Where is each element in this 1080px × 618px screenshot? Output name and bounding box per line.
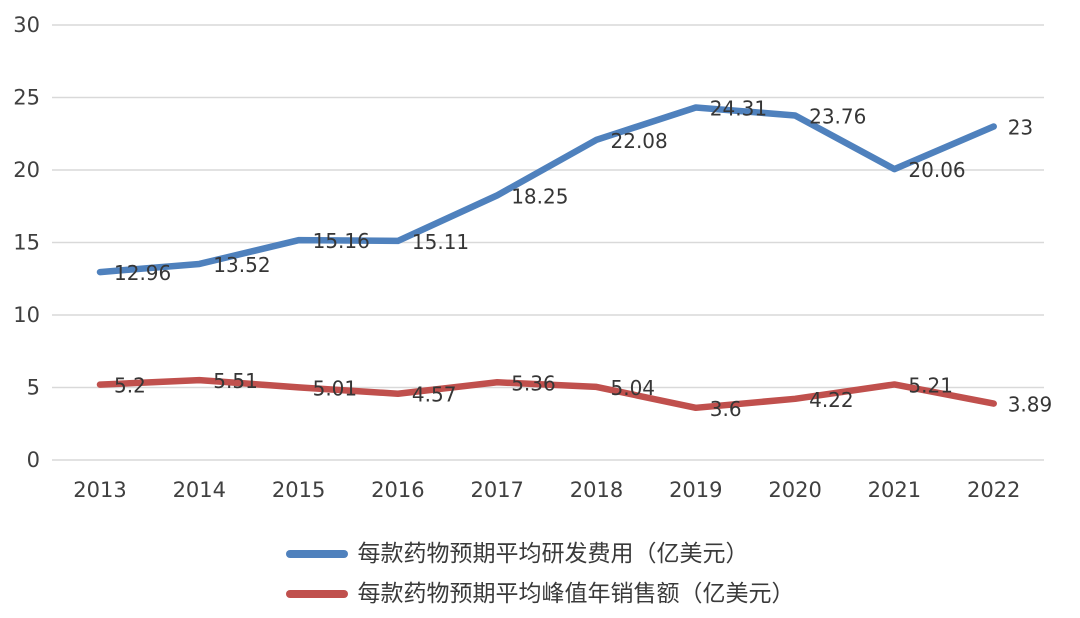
y-axis-tick-label: 10 <box>13 303 40 327</box>
legend-items: 每款药物预期平均研发费用（亿美元） 每款药物预期平均峰值年销售额（亿美元） <box>285 540 795 609</box>
data-label: 3.6 <box>710 397 742 421</box>
data-label: 23 <box>1008 116 1033 140</box>
x-axis-tick-label: 2022 <box>967 478 1020 502</box>
y-axis-tick-label: 15 <box>13 231 40 255</box>
data-label: 12.96 <box>114 261 171 285</box>
y-axis-tick-label: 0 <box>27 448 40 472</box>
x-axis-tick-label: 2017 <box>470 478 523 502</box>
legend: 每款药物预期平均研发费用（亿美元） 每款药物预期平均峰值年销售额（亿美元） <box>0 540 1080 609</box>
x-axis-tick-label: 2021 <box>868 478 921 502</box>
legend-item-label: 每款药物预期平均研发费用（亿美元） <box>357 541 749 567</box>
y-axis-tick-label: 5 <box>27 376 40 400</box>
data-label: 15.16 <box>313 229 370 253</box>
data-label: 5.36 <box>511 371 556 395</box>
data-label: 13.52 <box>213 253 270 277</box>
series-line-rd-cost <box>96 104 997 276</box>
data-label: 24.31 <box>710 97 767 121</box>
data-label: 4.57 <box>412 383 457 407</box>
data-label: 3.89 <box>1008 393 1053 417</box>
data-label: 5.01 <box>313 376 358 400</box>
series-line-peak-sales <box>96 376 997 412</box>
legend-item-rd-cost: 每款药物预期平均研发费用（亿美元） <box>285 540 749 569</box>
data-label: 20.06 <box>908 158 965 182</box>
y-axis-tick-label: 20 <box>13 158 40 182</box>
x-axis-tick-label: 2015 <box>272 478 325 502</box>
data-label: 5.2 <box>114 374 146 398</box>
data-label: 5.04 <box>611 376 656 400</box>
data-label: 15.11 <box>412 230 469 254</box>
blue-line-swatch-icon <box>285 550 348 559</box>
y-axis-tick-label: 30 <box>13 13 40 37</box>
x-axis-tick-label: 2013 <box>73 478 126 502</box>
data-label: 4.22 <box>809 388 854 412</box>
x-axis-tick-label: 2019 <box>669 478 722 502</box>
data-label: 5.21 <box>908 373 953 397</box>
data-label: 22.08 <box>611 129 668 153</box>
data-label: 5.51 <box>213 369 258 393</box>
x-axis-tick-label: 2020 <box>768 478 821 502</box>
legend-item-peak-sales: 每款药物预期平均峰值年销售额（亿美元） <box>285 580 795 609</box>
x-axis-tick-label: 2018 <box>570 478 623 502</box>
x-axis-tick-label: 2016 <box>371 478 424 502</box>
y-axis-tick-label: 25 <box>13 86 40 110</box>
data-label: 23.76 <box>809 104 866 128</box>
data-label: 18.25 <box>511 184 568 208</box>
red-line-swatch-icon <box>285 590 348 599</box>
legend-item-label: 每款药物预期平均峰值年销售额（亿美元） <box>357 580 795 607</box>
x-axis-tick-label: 2014 <box>173 478 226 502</box>
